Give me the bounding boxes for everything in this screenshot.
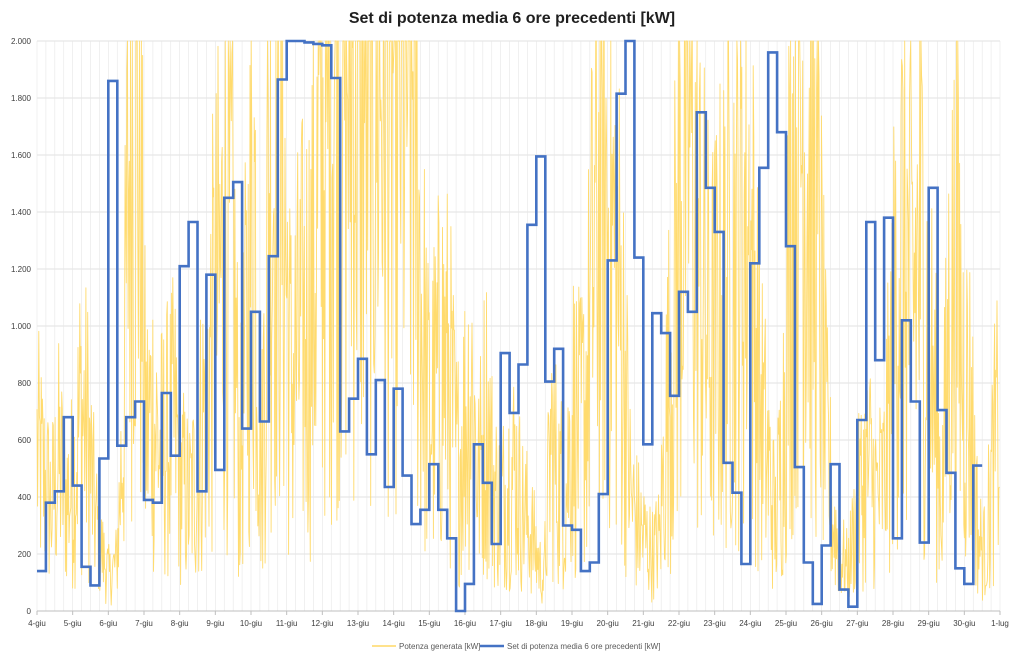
y-tick-label: 600 [18,436,32,445]
x-tick-label: 26-giu [811,619,833,628]
x-tick-label: 6-giu [99,619,117,628]
x-tick-label: 13-giu [347,619,369,628]
x-tick-label: 29-giu [918,619,940,628]
x-tick-label: 10-giu [240,619,262,628]
y-tick-label: 1.200 [11,265,32,274]
legend-label-set-potenza: Set di potenza media 6 ore precedenti [k… [507,642,660,651]
x-tick-label: 19-giu [561,619,583,628]
y-tick-label: 1.800 [11,94,32,103]
x-tick-label: 17-giu [490,619,512,628]
x-tick-label: 7-giu [135,619,153,628]
x-tick-label: 5-giu [64,619,82,628]
x-tick-label: 4-giu [28,619,46,628]
x-tick-label: 11-giu [276,619,298,628]
y-axis: 0 200 400 600 800 1.000 1.200 1.400 1.600 1.800 2.… [11,37,32,616]
x-axis: 4-giu 5-giu 6-giu 7-giu 8-giu 9-giu 10-giu 11-g… [28,611,1009,628]
legend-label-potenza-generata: Potenza generata [kW] [399,642,480,651]
x-tick-label: 23-giu [704,619,726,628]
y-tick-label: 0 [27,607,32,616]
x-tick-label: 22-giu [668,619,690,628]
x-tick-label: 27-giu [846,619,868,628]
y-tick-label: 1.000 [11,322,32,331]
grid-layer [36,40,1001,612]
x-tick-label: 25-giu [775,619,797,628]
x-tick-label: 8-giu [171,619,189,628]
x-tick-label: 20-giu [597,619,619,628]
x-tick-label: 30-giu [953,619,975,628]
x-tick-label: 12-giu [311,619,333,628]
x-tick-label: 15-giu [418,619,440,628]
x-tick-label: 14-giu [383,619,405,628]
x-tick-label: 21-giu [632,619,654,628]
x-tick-label: 1-lug [991,619,1009,628]
x-tick-label: 9-giu [206,619,224,628]
x-tick-label: 18-giu [525,619,547,628]
y-tick-label: 400 [18,493,32,502]
y-tick-label: 1.600 [11,151,32,160]
chart-title: Set di potenza media 6 ore precedenti [k… [348,10,676,27]
series-layer [36,39,1000,613]
y-tick-label: 1.400 [11,208,32,217]
series-set-potenza-media [37,39,983,613]
y-tick-label: 2.000 [11,37,32,46]
y-tick-label: 200 [18,550,32,559]
x-tick-label: 24-giu [739,619,761,628]
x-tick-label: 16-giu [454,619,476,628]
y-tick-label: 800 [18,379,32,388]
x-tick-label: 28-giu [882,619,904,628]
legend: Potenza generata [kW] Set di potenza medi… [372,642,660,651]
